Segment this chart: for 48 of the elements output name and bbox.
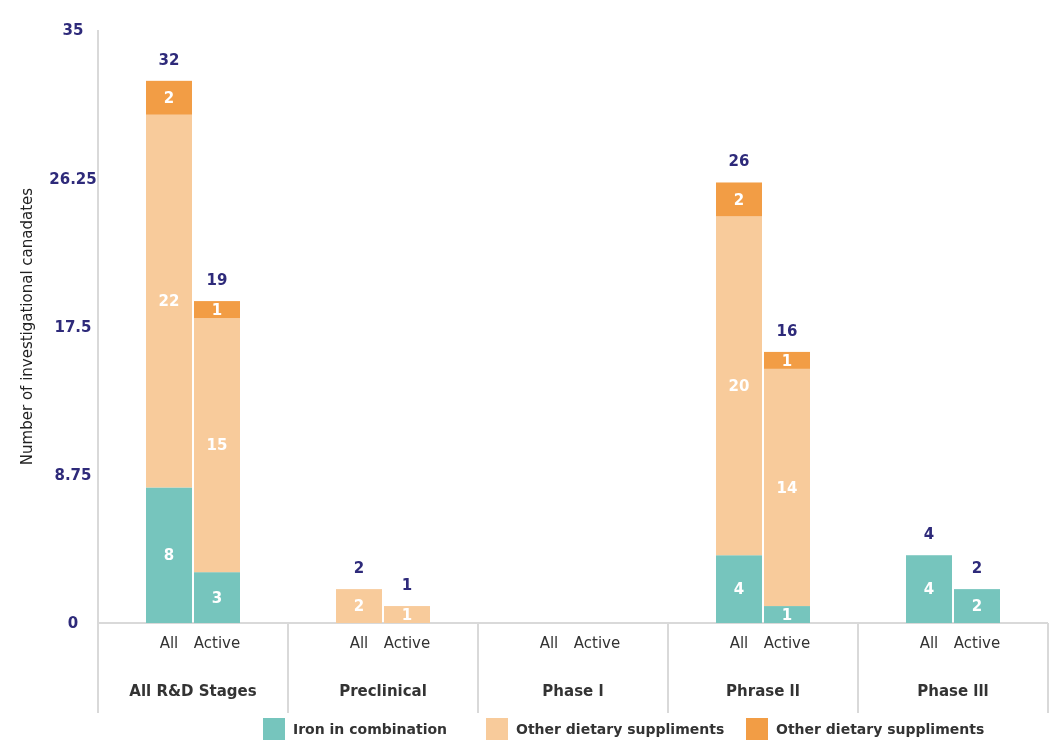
text: Phase lll [917, 682, 989, 700]
y-tick-label: 35 [62, 21, 84, 40]
y-tick-label: 8.75 [54, 466, 92, 484]
x-tick-label: Active [573, 634, 621, 652]
legend-label: Iron in combination [293, 721, 448, 737]
y-tick-label: 26.25 [49, 169, 97, 188]
data-label: 2 [971, 597, 983, 616]
data-label: 3 [211, 588, 223, 607]
data-label: 8 [163, 546, 175, 565]
text: Phase l [542, 682, 604, 700]
data-label: 2 [163, 89, 175, 108]
data-label: 2 [733, 190, 745, 209]
x-tick-label: All [729, 634, 749, 652]
data-label: 20 [728, 377, 750, 396]
total-label: 32 [158, 50, 180, 69]
x-tick-label: Active [953, 634, 1001, 652]
text: Phrase ll [726, 682, 800, 700]
x-tick-label: All [349, 634, 369, 652]
y-tick-label: 0 [67, 614, 79, 633]
data-label: 1 [211, 300, 223, 319]
x-tick-label: Active [193, 634, 241, 652]
data-label: 1 [781, 605, 793, 624]
data-label: 1 [781, 351, 793, 370]
data-label: 1 [401, 605, 413, 624]
x-tick-label: All [159, 634, 179, 652]
total-label: 4 [923, 525, 935, 544]
total-label: 1 [401, 576, 413, 595]
legend-label: Other dietary suppliments [516, 721, 725, 737]
total-label: 26 [728, 152, 750, 171]
total-label: 16 [776, 321, 798, 340]
x-tick-label: Active [383, 634, 431, 652]
data-label: 4 [733, 580, 745, 599]
data-label: 4 [923, 580, 935, 599]
legend-label: Other dietary suppliments [776, 721, 985, 737]
data-label: 15 [206, 436, 228, 455]
x-tick-label: All [539, 634, 559, 652]
text: All R&D Stages [129, 682, 257, 700]
y-tick-label: 17.5 [54, 317, 92, 336]
data-label: 2 [353, 597, 365, 616]
data-label: 14 [776, 478, 798, 497]
data-label: 22 [158, 292, 180, 311]
total-label: 2 [353, 559, 365, 578]
y-axis-title: Number of investigational canadates [18, 187, 36, 466]
total-label: 2 [971, 559, 983, 578]
x-tick-label: Active [763, 634, 811, 652]
total-label: 19 [206, 271, 228, 290]
x-tick-label: All [919, 634, 939, 652]
text: Preclinical [339, 682, 427, 700]
